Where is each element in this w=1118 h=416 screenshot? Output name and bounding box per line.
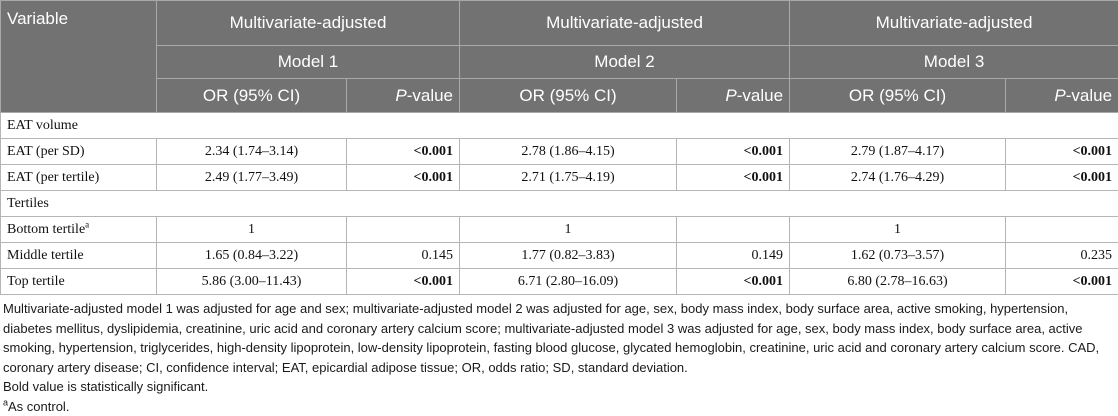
p-cell: <0.001 bbox=[677, 269, 790, 295]
row-label: EAT (per SD) bbox=[1, 139, 157, 165]
or-cell: 2.79 (1.87–4.17) bbox=[790, 139, 1006, 165]
p-cell bbox=[1006, 217, 1118, 243]
or-cell: 2.34 (1.74–3.14) bbox=[157, 139, 347, 165]
section-eat-volume: EAT volume bbox=[1, 113, 1118, 139]
or-cell: 1.65 (0.84–3.22) bbox=[157, 243, 347, 269]
header-group-3: Multivariate-adjusted bbox=[790, 1, 1118, 46]
odds-ratio-table: Variable Multivariate-adjusted Multivari… bbox=[0, 0, 1118, 295]
p-cell: <0.001 bbox=[1006, 165, 1118, 191]
section-row: EAT volume bbox=[1, 113, 1118, 139]
header-p-3: P-value bbox=[1006, 79, 1118, 113]
table-header: Variable Multivariate-adjusted Multivari… bbox=[1, 1, 1118, 113]
header-p-1: P-value bbox=[347, 79, 460, 113]
header-model-3: Model 3 bbox=[790, 46, 1118, 79]
table-row: Top tertile 5.86 (3.00–11.43) <0.001 6.7… bbox=[1, 269, 1118, 295]
header-or-3: OR (95% CI) bbox=[790, 79, 1006, 113]
p-cell bbox=[347, 217, 460, 243]
p-cell: <0.001 bbox=[677, 139, 790, 165]
row-label: EAT (per tertile) bbox=[1, 165, 157, 191]
footnote-a: aAs control. bbox=[3, 397, 1114, 416]
or-cell: 6.80 (2.78–16.63) bbox=[790, 269, 1006, 295]
table-row: Middle tertile 1.65 (0.84–3.22) 0.145 1.… bbox=[1, 243, 1118, 269]
header-group-2: Multivariate-adjusted bbox=[460, 1, 790, 46]
p-cell: <0.001 bbox=[1006, 269, 1118, 295]
table-row: EAT (per tertile) 2.49 (1.77–3.49) <0.00… bbox=[1, 165, 1118, 191]
or-cell: 2.78 (1.86–4.15) bbox=[460, 139, 677, 165]
header-model-1: Model 1 bbox=[157, 46, 460, 79]
p-cell: 0.145 bbox=[347, 243, 460, 269]
or-cell: 2.49 (1.77–3.49) bbox=[157, 165, 347, 191]
or-cell: 1 bbox=[157, 217, 347, 243]
p-cell: <0.001 bbox=[677, 165, 790, 191]
p-cell bbox=[677, 217, 790, 243]
header-model-2: Model 2 bbox=[460, 46, 790, 79]
or-cell: 1.62 (0.73–3.57) bbox=[790, 243, 1006, 269]
header-p-2: P-value bbox=[677, 79, 790, 113]
p-cell: 0.149 bbox=[677, 243, 790, 269]
p-cell: <0.001 bbox=[347, 139, 460, 165]
section-row: Tertiles bbox=[1, 191, 1118, 217]
or-cell: 1 bbox=[460, 217, 677, 243]
table-row: Bottom tertilea 1 1 1 bbox=[1, 217, 1118, 243]
row-label: Top tertile bbox=[1, 269, 157, 295]
p-cell: <0.001 bbox=[347, 165, 460, 191]
header-group-1: Multivariate-adjusted bbox=[157, 1, 460, 46]
section-tertiles: Tertiles bbox=[1, 191, 1118, 217]
row-label: Bottom tertilea bbox=[1, 217, 157, 243]
or-cell: 1 bbox=[790, 217, 1006, 243]
or-cell: 2.74 (1.76–4.29) bbox=[790, 165, 1006, 191]
table-footnotes: Multivariate-adjusted model 1 was adjust… bbox=[0, 295, 1118, 416]
p-cell: <0.001 bbox=[347, 269, 460, 295]
table-body: EAT volume EAT (per SD) 2.34 (1.74–3.14)… bbox=[1, 113, 1118, 295]
header-or-1: OR (95% CI) bbox=[157, 79, 347, 113]
or-cell: 2.71 (1.75–4.19) bbox=[460, 165, 677, 191]
header-variable: Variable bbox=[1, 1, 157, 113]
or-cell: 6.71 (2.80–16.09) bbox=[460, 269, 677, 295]
footnote-models: Multivariate-adjusted model 1 was adjust… bbox=[3, 299, 1114, 377]
or-cell: 5.86 (3.00–11.43) bbox=[157, 269, 347, 295]
p-cell: 0.235 bbox=[1006, 243, 1118, 269]
table-row: EAT (per SD) 2.34 (1.74–3.14) <0.001 2.7… bbox=[1, 139, 1118, 165]
row-label: Middle tertile bbox=[1, 243, 157, 269]
header-or-2: OR (95% CI) bbox=[460, 79, 677, 113]
footnote-bold: Bold value is statistically significant. bbox=[3, 377, 1114, 397]
p-cell: <0.001 bbox=[1006, 139, 1118, 165]
footnote-marker: a bbox=[85, 219, 89, 229]
or-cell: 1.77 (0.82–3.83) bbox=[460, 243, 677, 269]
